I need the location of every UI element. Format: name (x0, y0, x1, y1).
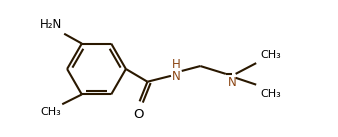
Text: H₂N: H₂N (40, 18, 62, 31)
Text: N: N (228, 76, 237, 89)
Text: H
N: H N (171, 58, 180, 83)
Text: O: O (134, 108, 144, 121)
Text: CH₃: CH₃ (41, 107, 61, 117)
Text: CH₃: CH₃ (260, 89, 281, 99)
Text: CH₃: CH₃ (260, 50, 281, 60)
